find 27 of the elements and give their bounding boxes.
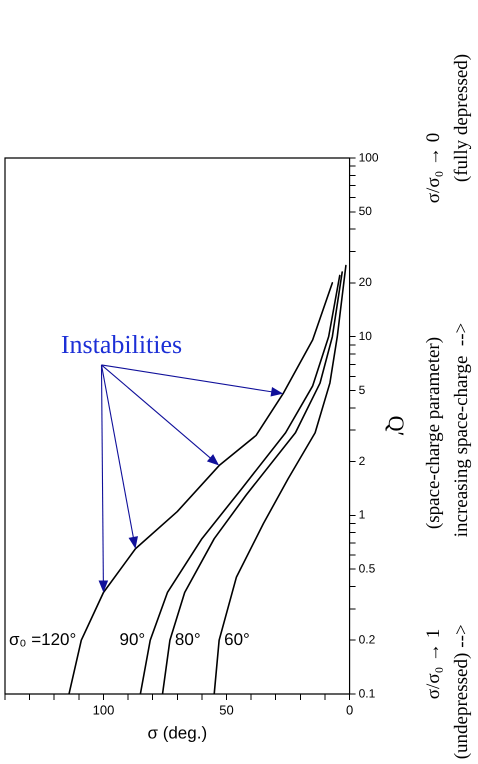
x-tick-label: 100 (92, 702, 114, 718)
y-tick-label: 0.2 (358, 632, 376, 647)
series-label: 80° (174, 630, 201, 649)
series-label: 90° (120, 630, 146, 649)
text: (undepressed) (450, 652, 473, 760)
y-tick-label: 2 (358, 454, 366, 468)
x-axis-title: σ (deg.) (147, 723, 208, 742)
x-tick-label: 50 (219, 702, 234, 718)
text: σ/σ₀ → 0 (422, 132, 445, 204)
y-tick-label: 20 (358, 275, 372, 290)
text: (space-charge parameter) (422, 336, 445, 530)
series-label: 60° (224, 630, 250, 649)
y-axis-title: Q′ (384, 416, 410, 436)
y-tick-label: 50 (358, 204, 372, 218)
y-tick-label: 100 (358, 150, 379, 164)
text: --> (450, 624, 473, 648)
text: (fully depressed) (450, 54, 473, 182)
y-tick-label: 5 (358, 382, 366, 397)
y-tick-label: 0.1 (358, 686, 376, 700)
text: σ/σ₀ → 1 (422, 628, 445, 700)
y-tick-label: 10 (358, 328, 372, 343)
y-tick-label: 1 (358, 508, 366, 522)
y-tick-label: 0.5 (358, 561, 376, 576)
annotation: Instabilities (60, 330, 182, 359)
series-label: σ₀ =120° (8, 630, 76, 649)
x-tick-label: 0 (346, 702, 354, 718)
text: increasing space-charge --> (450, 322, 473, 538)
